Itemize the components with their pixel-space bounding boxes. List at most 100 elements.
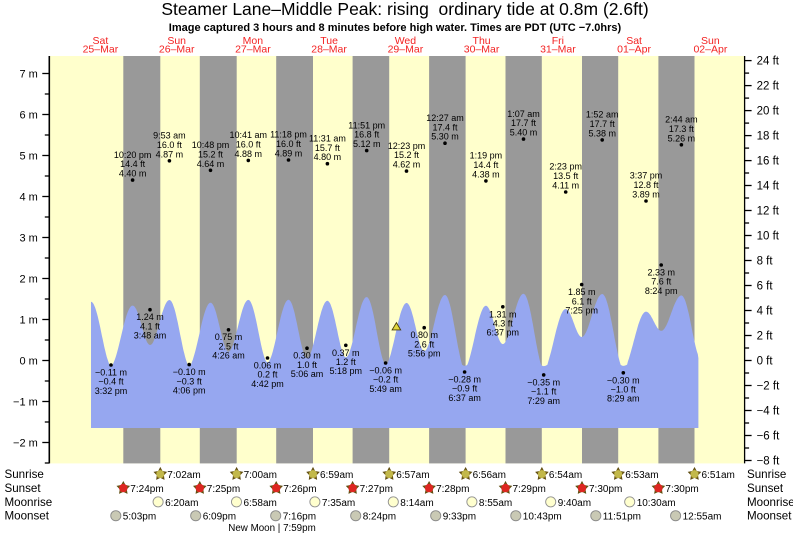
svg-text:7:16pm: 7:16pm (283, 512, 316, 523)
svg-text:14.4 ft: 14.4 ft (120, 159, 146, 169)
svg-text:17.7 ft: 17.7 ft (511, 118, 537, 128)
svg-text:14.4 ft: 14.4 ft (473, 160, 499, 170)
svg-text:0.30 m: 0.30 m (293, 351, 321, 361)
svg-text:3:37 pm: 3:37 pm (630, 171, 663, 181)
svg-text:2.33 m: 2.33 m (647, 268, 675, 278)
svg-text:9:40am: 9:40am (558, 498, 591, 509)
svg-text:31–Mar: 31–Mar (540, 44, 576, 56)
svg-text:5.30 m: 5.30 m (431, 132, 459, 142)
svg-text:0 m: 0 m (19, 356, 37, 368)
svg-text:7:26pm: 7:26pm (283, 484, 316, 495)
svg-text:Moonset: Moonset (5, 510, 50, 523)
svg-text:17.3 ft: 17.3 ft (669, 124, 695, 134)
svg-text:1:52 am: 1:52 am (586, 110, 619, 120)
svg-text:4:26 am: 4:26 am (212, 351, 245, 361)
svg-text:12 ft: 12 ft (757, 206, 780, 218)
svg-text:−4 ft: −4 ft (757, 406, 781, 418)
svg-text:4.38 m: 4.38 m (472, 169, 500, 179)
svg-text:3:48 am: 3:48 am (134, 331, 167, 341)
svg-text:3.89 m: 3.89 m (632, 190, 660, 200)
svg-text:6:56am: 6:56am (473, 470, 506, 481)
svg-text:1.85 m: 1.85 m (568, 287, 596, 297)
svg-text:6:37 am: 6:37 am (448, 393, 481, 403)
svg-text:02–Apr: 02–Apr (693, 44, 727, 56)
svg-text:20 ft: 20 ft (757, 106, 780, 118)
svg-text:11:51pm: 11:51pm (603, 512, 641, 523)
svg-text:−1.0 ft: −1.0 ft (611, 385, 637, 395)
svg-text:Sun: Sun (167, 35, 186, 47)
svg-text:9:33pm: 9:33pm (443, 512, 476, 523)
svg-text:5.26 m: 5.26 m (668, 133, 696, 143)
svg-text:7:00am: 7:00am (244, 470, 277, 481)
svg-text:−0.3 ft: −0.3 ft (177, 376, 203, 386)
svg-text:4.1 ft: 4.1 ft (140, 321, 161, 331)
svg-text:Moonrise: Moonrise (747, 496, 793, 509)
svg-text:15.2 ft: 15.2 ft (394, 150, 420, 160)
svg-text:−8 ft: −8 ft (757, 456, 781, 468)
svg-text:2.6 ft: 2.6 ft (414, 339, 435, 349)
svg-text:10:20 pm: 10:20 pm (114, 150, 152, 160)
svg-text:6 m: 6 m (19, 110, 37, 122)
svg-text:8:55am: 8:55am (479, 498, 512, 509)
svg-text:4.64 m: 4.64 m (197, 159, 225, 169)
svg-text:6:37 pm: 6:37 pm (487, 328, 520, 338)
svg-text:−0.35 m: −0.35 m (527, 377, 560, 387)
svg-text:5:49 am: 5:49 am (369, 384, 402, 394)
svg-text:−0.28 m: −0.28 m (448, 375, 481, 385)
svg-text:16.8 ft: 16.8 ft (354, 130, 380, 140)
svg-text:8:24 pm: 8:24 pm (645, 286, 678, 296)
svg-text:5 m: 5 m (19, 151, 37, 163)
svg-text:4:06 pm: 4:06 pm (173, 386, 206, 396)
svg-text:5.40 m: 5.40 m (510, 128, 538, 138)
svg-text:Tue: Tue (320, 35, 338, 47)
svg-text:Moonset: Moonset (747, 510, 792, 523)
svg-text:Sat: Sat (626, 35, 642, 47)
svg-text:0.80 m: 0.80 m (410, 330, 438, 340)
svg-text:4.89 m: 4.89 m (275, 149, 303, 159)
svg-text:4.3 ft: 4.3 ft (493, 319, 514, 329)
svg-text:−0.30 m: −0.30 m (607, 375, 640, 385)
svg-text:7:29 am: 7:29 am (527, 396, 560, 406)
svg-text:7:24pm: 7:24pm (130, 484, 163, 495)
svg-text:12:27 am: 12:27 am (426, 113, 464, 123)
svg-text:6:09pm: 6:09pm (203, 512, 236, 523)
svg-text:6:20am: 6:20am (165, 498, 198, 509)
svg-text:−0.06 m: −0.06 m (369, 366, 402, 376)
svg-text:1.2 ft: 1.2 ft (336, 357, 357, 367)
svg-text:2.5 ft: 2.5 ft (218, 341, 239, 351)
svg-text:4.87 m: 4.87 m (156, 149, 184, 159)
svg-text:8 ft: 8 ft (757, 256, 774, 268)
svg-text:6 ft: 6 ft (757, 281, 774, 293)
svg-text:25–Mar: 25–Mar (83, 44, 119, 56)
svg-text:2 ft: 2 ft (757, 331, 774, 343)
svg-text:30–Mar: 30–Mar (464, 44, 500, 56)
svg-text:7:02am: 7:02am (167, 470, 200, 481)
svg-text:1:07 am: 1:07 am (507, 109, 540, 119)
svg-text:1.0 ft: 1.0 ft (297, 360, 318, 370)
svg-text:Fri: Fri (552, 35, 564, 47)
svg-text:Sunset: Sunset (5, 482, 42, 495)
svg-text:17.7 ft: 17.7 ft (590, 119, 616, 129)
svg-text:14 ft: 14 ft (757, 181, 780, 193)
svg-text:1.31 m: 1.31 m (489, 309, 517, 319)
svg-text:6:59am: 6:59am (320, 470, 353, 481)
svg-text:5.38 m: 5.38 m (588, 128, 616, 138)
svg-text:15.2 ft: 15.2 ft (198, 149, 224, 159)
svg-text:16.0 ft: 16.0 ft (157, 140, 183, 150)
svg-text:13.5 ft: 13.5 ft (553, 171, 579, 181)
svg-text:7:28pm: 7:28pm (436, 484, 469, 495)
svg-text:0.37 m: 0.37 m (332, 348, 360, 358)
svg-text:7:25 pm: 7:25 pm (565, 306, 598, 316)
svg-text:27–Mar: 27–Mar (235, 44, 271, 56)
svg-text:Moonrise: Moonrise (5, 496, 53, 509)
svg-text:10 ft: 10 ft (757, 231, 780, 243)
svg-text:26–Mar: 26–Mar (159, 44, 195, 56)
svg-text:5.12 m: 5.12 m (353, 139, 381, 149)
svg-text:12:55am: 12:55am (683, 512, 722, 523)
svg-text:4.62 m: 4.62 m (393, 160, 421, 170)
svg-text:22 ft: 22 ft (757, 81, 780, 93)
svg-text:Sat: Sat (93, 35, 109, 47)
svg-text:8:14am: 8:14am (400, 498, 433, 509)
svg-text:17.4 ft: 17.4 ft (432, 122, 458, 132)
svg-text:−0.10 m: −0.10 m (173, 367, 206, 377)
